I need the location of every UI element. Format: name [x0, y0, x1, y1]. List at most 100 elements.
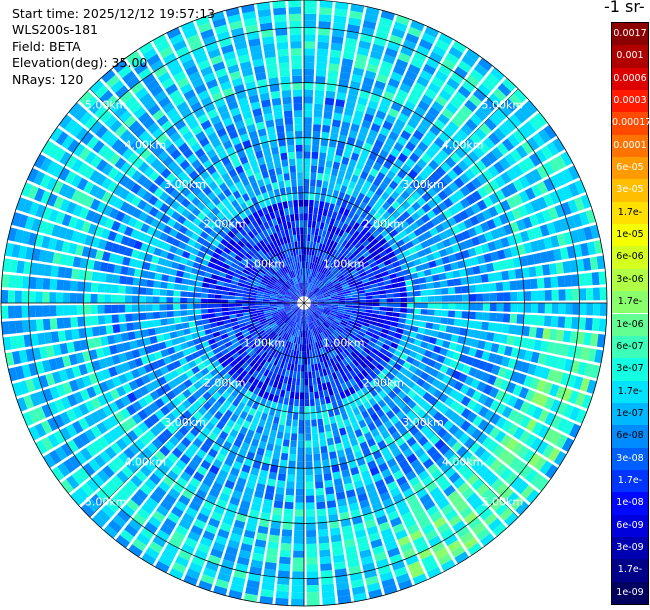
range-bin [210, 274, 219, 280]
range-bin [380, 191, 390, 201]
range-bin [344, 311, 352, 316]
ray [310, 303, 607, 332]
range-bin [283, 432, 291, 440]
range-bin [351, 310, 359, 314]
range-bin [485, 151, 498, 164]
range-bin [83, 305, 91, 315]
range-bin [145, 312, 154, 320]
range-bin [576, 228, 587, 242]
range-bin [384, 47, 398, 58]
range-bin [207, 308, 215, 314]
range-bin [306, 289, 309, 297]
range-bin [291, 426, 298, 434]
range-bin [396, 252, 405, 261]
range-bin [326, 246, 332, 254]
range-bin [445, 271, 454, 280]
range-bin [285, 488, 295, 496]
range-bin [389, 229, 399, 238]
range-bin [351, 73, 363, 83]
range-bin [304, 130, 312, 138]
range-bin [304, 392, 310, 400]
range-bin [310, 303, 318, 305]
range-bin [294, 392, 300, 400]
range-bin [319, 274, 324, 281]
range-bin [340, 64, 352, 74]
range-bin [306, 275, 309, 283]
range-bin [537, 181, 549, 195]
range-bin [454, 251, 464, 261]
range-bin [461, 311, 470, 319]
range-bin [379, 332, 388, 339]
range-bin [486, 218, 497, 230]
range-bin [425, 130, 437, 142]
range-bin [456, 260, 466, 269]
range-bin [507, 358, 517, 370]
range-bin [331, 304, 339, 307]
ray [309, 151, 573, 300]
range-bin [487, 241, 497, 252]
range-bin [312, 433, 319, 441]
range-bin [557, 316, 566, 328]
range-bin [518, 104, 533, 119]
range-bin [407, 26, 422, 38]
range-bin [147, 328, 156, 336]
range-bin [572, 288, 580, 301]
range-bin [332, 233, 338, 242]
range-bin [447, 287, 456, 295]
range-bin [334, 183, 342, 192]
range-bin [386, 205, 396, 215]
range-bin [558, 289, 566, 301]
range-bin [366, 174, 376, 184]
range-bin [351, 308, 359, 312]
range-bin [332, 471, 342, 480]
range-bin [132, 321, 141, 330]
range-bin [461, 230, 471, 240]
range-bin [400, 130, 412, 141]
range-bin [138, 304, 146, 312]
range-bin [138, 295, 146, 303]
range-bin [477, 83, 491, 97]
range-bin [280, 452, 289, 461]
range-bin [450, 334, 459, 343]
range-bin [131, 295, 139, 303]
range-bin [497, 366, 508, 378]
range-bin [510, 303, 518, 313]
range-bin [308, 276, 311, 283]
range-bin [343, 193, 351, 202]
range-bin [132, 313, 140, 321]
range-bin [501, 323, 510, 334]
range-bin [558, 303, 566, 315]
range-bin [359, 126, 369, 136]
range-bin [437, 190, 448, 201]
range-bin [357, 314, 365, 319]
range-bin [467, 320, 476, 329]
range-bin [394, 265, 402, 273]
range-bin [340, 281, 348, 286]
range-bin [316, 48, 329, 57]
range-bin [294, 509, 304, 517]
range-bin [97, 304, 105, 314]
range-bin [318, 21, 331, 29]
range-bin [503, 303, 511, 312]
range-bin [118, 304, 126, 313]
range-bin [425, 275, 434, 283]
range-bin [7, 305, 16, 319]
range-bin [316, 293, 323, 298]
range-bin [529, 152, 542, 167]
range-bin [344, 292, 352, 297]
range-bin [304, 206, 309, 214]
range-bin [471, 236, 481, 247]
range-bin [382, 120, 393, 131]
range-bin [153, 319, 162, 327]
range-bin [331, 225, 337, 234]
range-bin [316, 179, 323, 188]
range-bin [572, 303, 580, 315]
range-bin [146, 320, 155, 328]
range-bin [228, 310, 236, 315]
range-bin [593, 240, 603, 254]
range-bin [357, 331, 366, 337]
range-bin [580, 242, 590, 257]
range-bin [309, 241, 314, 249]
range-bin [341, 283, 349, 288]
range-bin [350, 3, 365, 13]
